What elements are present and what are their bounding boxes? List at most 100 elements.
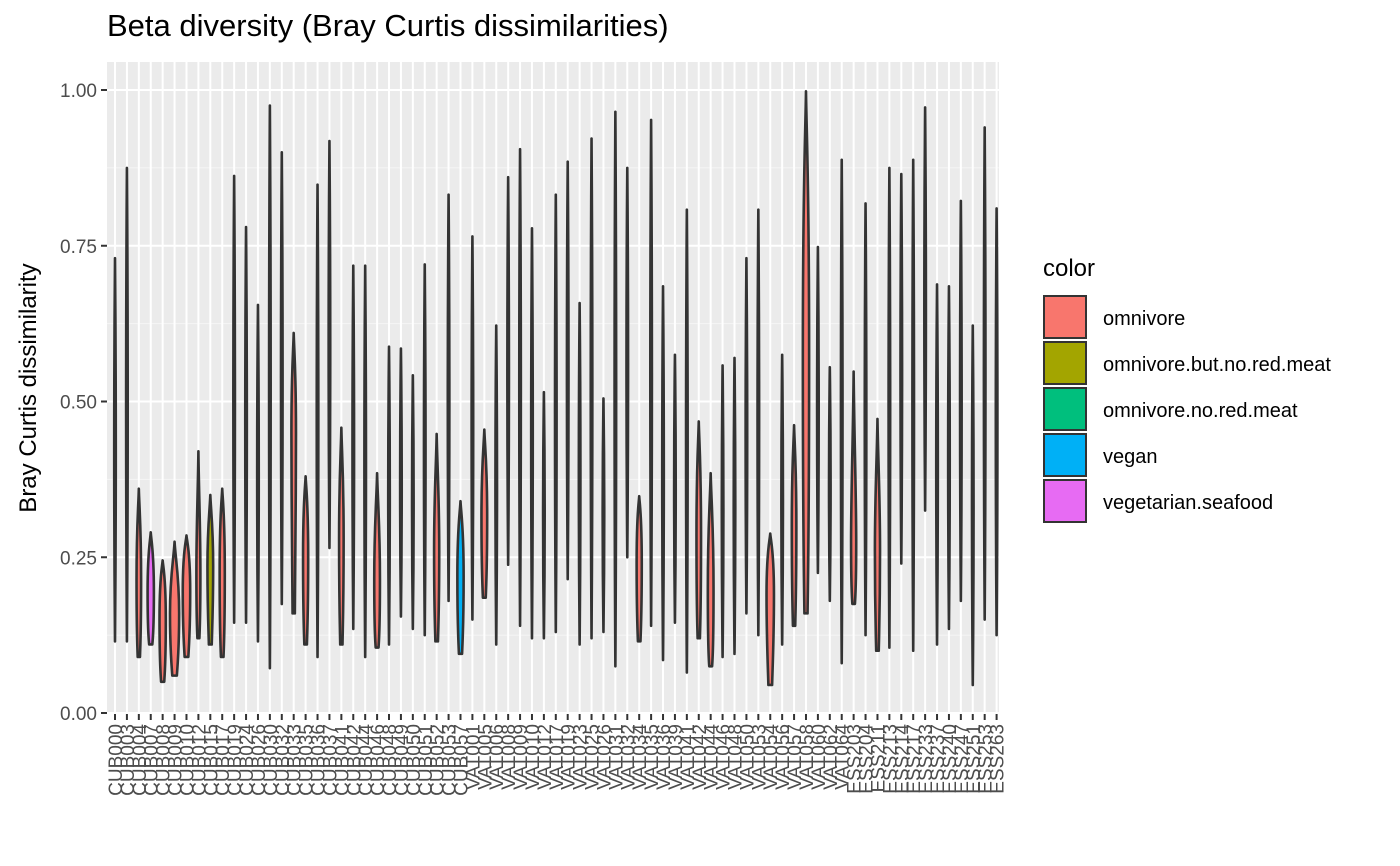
- x-tick-label: CUB004: [130, 724, 151, 796]
- violin-ESS240: [946, 284, 952, 631]
- y-axis: 0.00 0.25 0.50 0.75 1.00: [60, 81, 107, 725]
- violin-ESS211: [873, 417, 882, 652]
- violin-VAT044: [706, 471, 715, 668]
- violin-ESS233: [923, 106, 928, 512]
- x-tick-label: VAT019: [559, 724, 580, 790]
- x-tick-label: VAT057: [785, 724, 806, 790]
- x-tick-label: VAT008: [499, 724, 520, 790]
- violin-VAT032: [625, 166, 630, 559]
- x-tick-label: VAT010: [523, 724, 544, 790]
- violin-VAT060: [815, 245, 820, 575]
- violin-CUB053: [446, 193, 451, 603]
- x-tick-label: VAT012: [535, 724, 556, 790]
- x-tick-label: ESS213: [880, 724, 901, 794]
- x-tick-label: ESS247: [952, 724, 973, 794]
- x-tick-label: VAT064: [833, 724, 854, 790]
- violin-VAT010: [529, 227, 535, 640]
- violin-VAT050: [744, 256, 749, 615]
- x-tick-label: VAT054: [761, 724, 782, 790]
- legend-key: [1043, 479, 1087, 523]
- x-tick-label: VAT042: [690, 724, 711, 790]
- violin-ESS237: [934, 283, 940, 646]
- x-tick-label: CUB026: [249, 724, 270, 796]
- legend-label: omnivore.no.red.meat: [1103, 400, 1298, 422]
- y-tick-label: 0.50: [60, 393, 97, 414]
- violin-VAT009: [517, 147, 523, 628]
- violin-CUB051: [422, 263, 427, 637]
- violin-CUB019: [232, 174, 237, 624]
- x-tick-label: CUB000: [106, 724, 127, 796]
- violin-VAT025: [589, 137, 594, 640]
- x-tick-label: ESS217: [904, 724, 925, 794]
- legend-label: vegan: [1103, 446, 1158, 468]
- legend: color omnivoreomnivore.but.no.red.meatom…: [1043, 255, 1331, 523]
- x-tick-label: CUB036: [309, 724, 330, 796]
- x-tick-label: VAT026: [594, 724, 615, 790]
- legend-items: omnivore omnivore.but.no.red.meat omnivore…: [1043, 295, 1331, 523]
- violin-ESS217: [911, 158, 916, 652]
- x-tick-label: ESS233: [916, 724, 937, 794]
- x-tick-label: CUB042: [344, 724, 365, 796]
- x-tick-label: CUB044: [356, 724, 377, 796]
- x-tick-label: CUB019: [225, 724, 246, 796]
- violin-CUB015: [206, 493, 215, 646]
- violin-CUB048: [386, 345, 392, 646]
- violins: [112, 89, 999, 687]
- violin-CUB033: [290, 331, 298, 615]
- x-tick-label: CUB024: [237, 724, 258, 796]
- x-tick-label: ESS240: [940, 724, 961, 794]
- violin-VAT019: [565, 160, 570, 581]
- minor-gridlines: [107, 167, 999, 636]
- x-tick-label: VAT025: [583, 724, 604, 790]
- violin-VAT005: [480, 428, 489, 600]
- violin-CUB030: [267, 104, 272, 670]
- y-tick-label: 0.75: [60, 237, 97, 258]
- violin-VAT041: [684, 208, 689, 674]
- x-tick-label: VAT001: [463, 724, 484, 790]
- x-tick-label: CUB037: [320, 724, 341, 796]
- x-tick-label: VAT006: [487, 724, 508, 790]
- violin-CUB042: [351, 264, 356, 631]
- x-tick-label: CUB035: [297, 724, 318, 796]
- violin-VAT058: [801, 89, 811, 615]
- x-tick-label: CUB051: [416, 724, 437, 796]
- x-tick-label: CUB049: [392, 724, 413, 796]
- legend-key: [1043, 295, 1087, 339]
- x-tick-label: ESS214: [892, 724, 913, 794]
- violin-CUB024: [243, 225, 249, 624]
- x-tick-label: CUB009: [166, 724, 187, 796]
- y-axis-title: Bray Curtis dissimilarity: [15, 263, 42, 512]
- violin-CUB046: [372, 471, 382, 649]
- x-tick-label: CUB017: [213, 724, 234, 796]
- legend-key: [1043, 341, 1087, 385]
- violin-CUB000: [112, 256, 118, 643]
- x-tick-label: VAT039: [666, 724, 687, 790]
- violin-CUB012: [195, 450, 202, 640]
- violin-CUB017: [218, 487, 227, 659]
- violin-VAT026: [601, 397, 606, 634]
- violin-VAT023: [577, 301, 582, 646]
- legend-label: vegetarian.seafood: [1103, 492, 1273, 514]
- x-tick-label: VAT056: [773, 724, 794, 790]
- y-tick-label: 0.00: [60, 704, 97, 725]
- x-tick-label: VAT005: [475, 724, 496, 790]
- x-tick-label: VAT036: [654, 724, 675, 790]
- x-tick-label: CUB050: [404, 724, 425, 796]
- violin-VAT031: [613, 110, 618, 668]
- x-tick-label: CUB032: [273, 724, 294, 796]
- x-tick-label: VAT062: [821, 724, 842, 790]
- violin-ESS214: [899, 172, 904, 565]
- violin-VAT042: [695, 420, 703, 640]
- violin-VAT046: [720, 364, 725, 659]
- x-tick-label: VAT044: [702, 724, 723, 790]
- x-tick-label: CUB012: [189, 724, 210, 796]
- x-tick-label: VAT035: [642, 724, 663, 790]
- violin-ESS251: [970, 324, 975, 687]
- x-tick-label: VAT041: [678, 724, 699, 790]
- violin-CUB004: [135, 487, 143, 659]
- y-tick-label: 0.25: [60, 548, 97, 569]
- violin-CUB009: [168, 540, 181, 677]
- violin-CUB052: [432, 432, 441, 643]
- violin-VAT034: [635, 494, 644, 643]
